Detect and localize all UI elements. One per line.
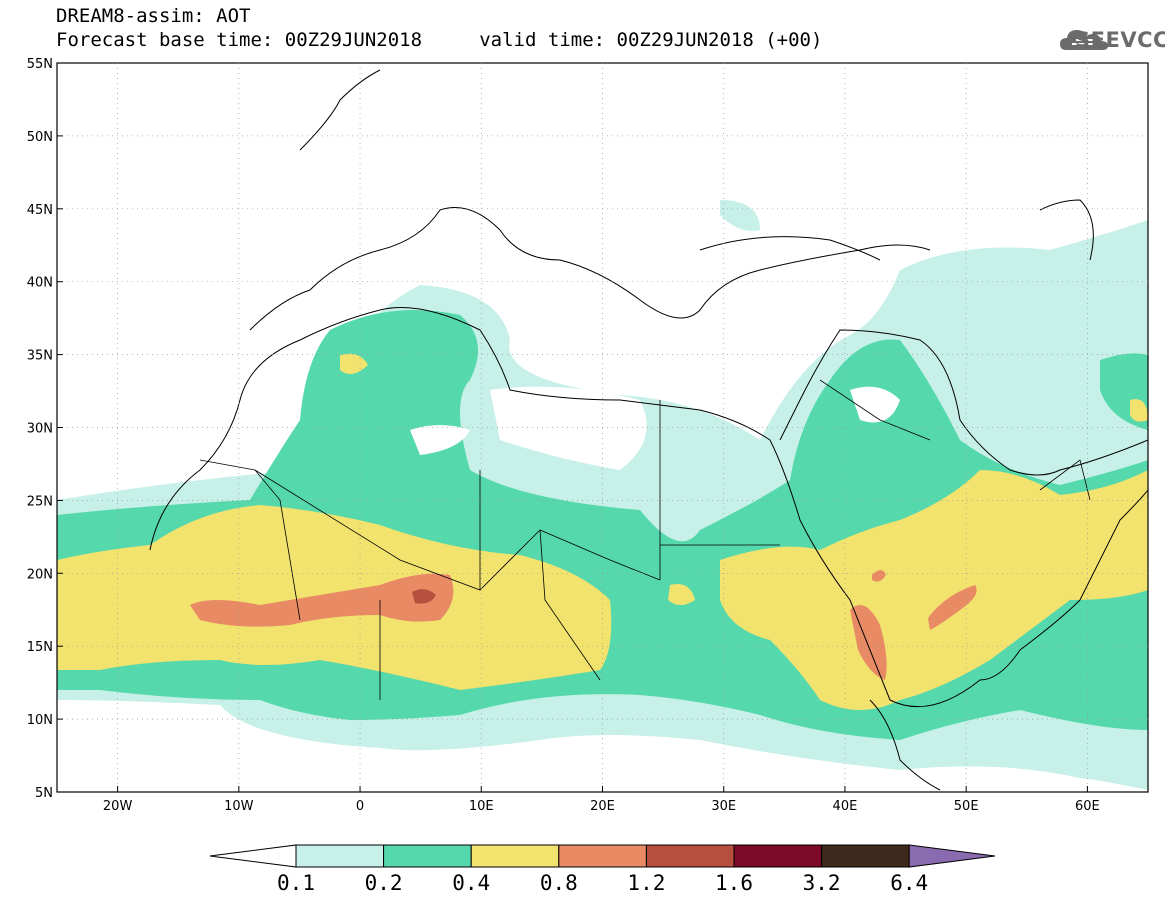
colorbar-box bbox=[645, 844, 735, 868]
lat-label: 10N bbox=[27, 713, 53, 728]
lon-label: 10W bbox=[224, 799, 254, 814]
cloud-logo-icon bbox=[1060, 30, 1108, 50]
lat-label: 25N bbox=[27, 494, 53, 509]
borders bbox=[199, 379, 1091, 700]
lon-label: 10E bbox=[469, 799, 494, 814]
logo-text: SEEVCCC bbox=[1075, 28, 1165, 52]
lat-label: 45N bbox=[27, 203, 53, 218]
colorbar-label: 0.2 bbox=[365, 871, 403, 895]
graticule bbox=[57, 63, 1148, 792]
title-times: Forecast base time: 00Z29JUN2018 valid t… bbox=[56, 29, 823, 51]
lat-label: 20N bbox=[27, 567, 53, 582]
colorbar-box bbox=[821, 844, 910, 868]
lat-label: 55N bbox=[27, 57, 53, 72]
lon-label: 0 bbox=[356, 799, 364, 814]
colorbar-label: 1.6 bbox=[715, 871, 753, 895]
colorbar-label: 0.1 bbox=[277, 871, 315, 895]
lat-label: 15N bbox=[27, 640, 53, 655]
colorbar-label: 3.2 bbox=[803, 871, 841, 895]
lat-label: 5N bbox=[35, 786, 53, 801]
colorbar-min-triangle bbox=[209, 844, 297, 868]
aot-field bbox=[57, 200, 1148, 790]
colorbar-label: 0.4 bbox=[452, 871, 490, 895]
longitude-labels: 20W 10W 0 10E 20E 30E 40E 50E 60E bbox=[103, 786, 1100, 814]
lat-label: 35N bbox=[27, 349, 53, 364]
colorbar-max-triangle bbox=[908, 844, 996, 868]
lon-label: 20E bbox=[590, 799, 615, 814]
lon-label: 20W bbox=[103, 799, 133, 814]
colorbar-label: 0.8 bbox=[540, 871, 578, 895]
lon-label: 30E bbox=[711, 799, 736, 814]
colorbar: 0.1 0.2 0.4 0.8 1.2 1.6 3.2 6.4 bbox=[209, 844, 996, 895]
colorbar-box bbox=[470, 844, 560, 868]
coastlines bbox=[149, 69, 1148, 791]
lat-label: 30N bbox=[27, 422, 53, 437]
lon-label: 60E bbox=[1075, 799, 1100, 814]
latitude-labels: 55N 50N 45N 40N 35N 30N 25N 20N 15N 10N 5N bbox=[27, 57, 63, 801]
lon-label: 40E bbox=[833, 799, 858, 814]
colorbar-box bbox=[733, 844, 823, 868]
colorbar-box bbox=[383, 844, 472, 868]
colorbar-box bbox=[295, 844, 385, 868]
title-product: DREAM8-assim: AOT bbox=[56, 5, 251, 27]
lat-label: 50N bbox=[27, 130, 53, 145]
lat-label: 40N bbox=[27, 276, 53, 291]
colorbar-label: 6.4 bbox=[890, 871, 928, 895]
colorbar-label: 1.2 bbox=[627, 871, 665, 895]
lon-label: 50E bbox=[954, 799, 979, 814]
colorbar-box bbox=[558, 844, 647, 868]
